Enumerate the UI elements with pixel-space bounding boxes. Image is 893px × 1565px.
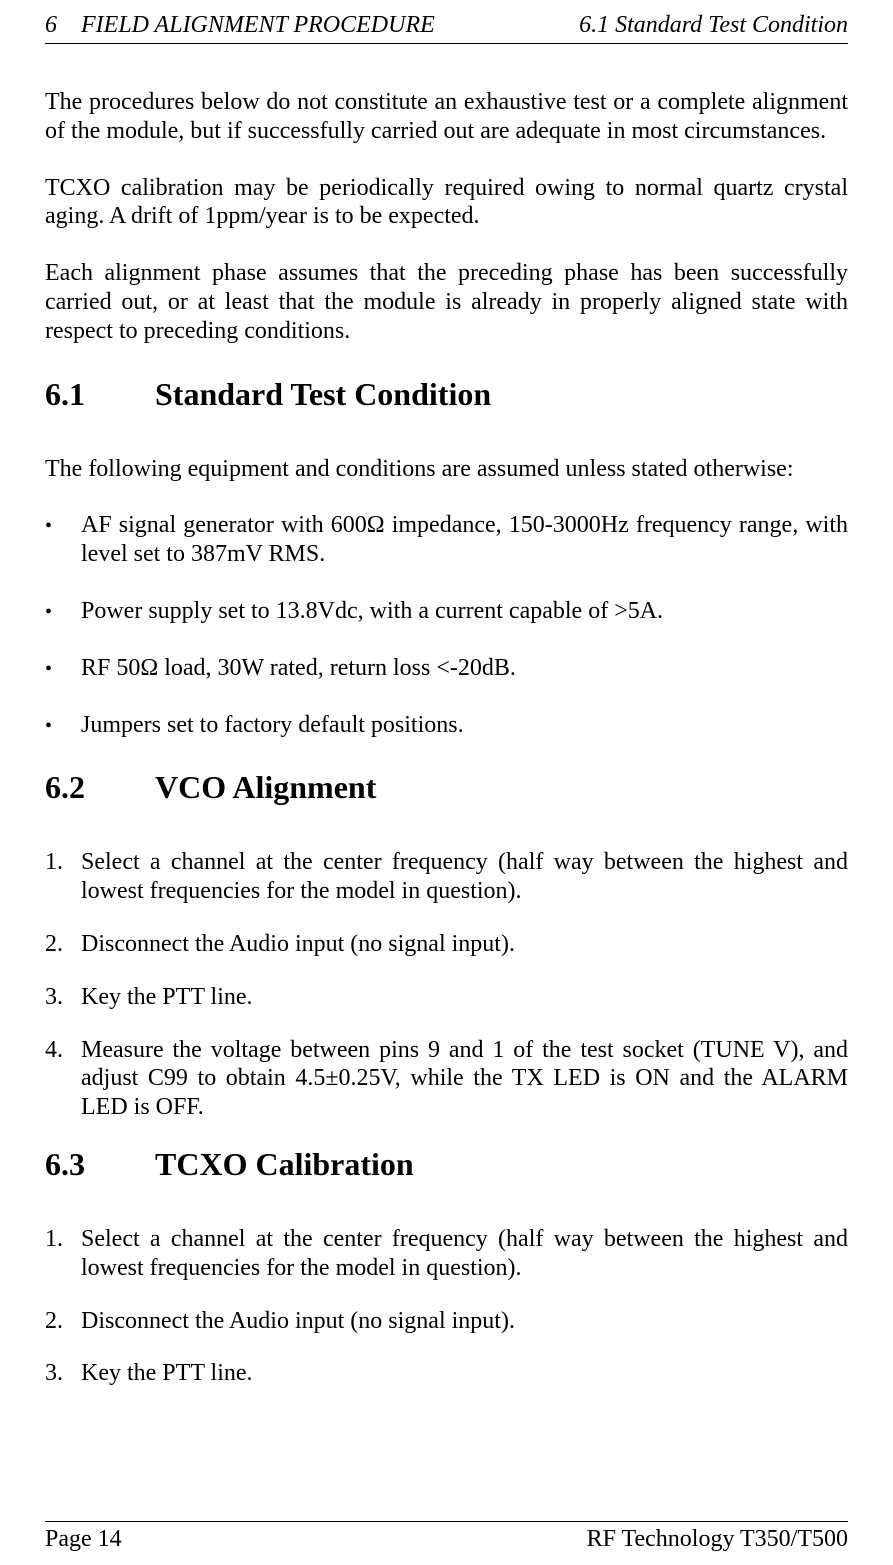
item-text: Key the PTT line. [81,983,848,1012]
section-6-3-title: TCXO Calibration [155,1146,414,1182]
list-item: 4. Measure the voltage between pins 9 an… [45,1036,848,1122]
chapter-number: 6 [45,12,57,38]
list-item: 2. Disconnect the Audio input (no signal… [45,1307,848,1336]
list-item: 2. Disconnect the Audio input (no signal… [45,930,848,959]
intro-paragraph-2: TCXO calibration may be periodically req… [45,174,848,232]
header-right: 6.1 Standard Test Condition [579,12,848,39]
list-item: 1. Select a channel at the center freque… [45,848,848,906]
bullet-text: AF signal generator with 600Ω impedance,… [81,511,848,569]
list-item: • Power supply set to 13.8Vdc, with a cu… [45,597,848,626]
header-left: 6 FIELD ALIGNMENT PROCEDURE [45,12,435,39]
item-number: 4. [45,1036,81,1065]
list-item: 3. Key the PTT line. [45,983,848,1012]
item-number: 3. [45,1359,81,1388]
section-6-1-lead: The following equipment and conditions a… [45,455,848,484]
list-item: 1. Select a channel at the center freque… [45,1225,848,1283]
intro-paragraph-1: The procedures below do not constitute a… [45,88,848,146]
item-number: 1. [45,1225,81,1254]
item-text: Disconnect the Audio input (no signal in… [81,930,848,959]
item-text: Disconnect the Audio input (no signal in… [81,1307,848,1336]
page-header: 6 FIELD ALIGNMENT PROCEDURE 6.1 Standard… [45,0,848,44]
item-text: Measure the voltage between pins 9 and 1… [81,1036,848,1122]
section-6-3-heading: 6.3TCXO Calibration [45,1146,848,1183]
list-item: • Jumpers set to factory default positio… [45,711,848,740]
page-footer: Page 14 RF Technology T350/T500 [45,1521,848,1553]
footer-doc-id: RF Technology T350/T500 [587,1526,848,1553]
item-number: 1. [45,848,81,877]
section-6-3-number: 6.3 [45,1146,155,1183]
bullet-text: Jumpers set to factory default positions… [81,711,848,740]
section-6-2-ordered-list: 1. Select a channel at the center freque… [45,848,848,1122]
section-6-2-number: 6.2 [45,769,155,806]
item-text: Select a channel at the center frequency… [81,1225,848,1283]
section-6-3-ordered-list: 1. Select a channel at the center freque… [45,1225,848,1388]
footer-page-number: Page 14 [45,1526,122,1553]
page-content: The procedures below do not constitute a… [45,44,848,1388]
section-6-1-number: 6.1 [45,376,155,413]
item-number: 2. [45,1307,81,1336]
bullet-icon: • [45,511,81,538]
item-number: 2. [45,930,81,959]
bullet-icon: • [45,597,81,624]
list-item: 3. Key the PTT line. [45,1359,848,1388]
document-page: 6 FIELD ALIGNMENT PROCEDURE 6.1 Standard… [0,0,893,1565]
section-6-1-title: Standard Test Condition [155,376,491,412]
item-text: Key the PTT line. [81,1359,848,1388]
intro-paragraph-3: Each alignment phase assumes that the pr… [45,259,848,345]
list-item: • RF 50Ω load, 30W rated, return loss <-… [45,654,848,683]
bullet-icon: • [45,654,81,681]
bullet-text: Power supply set to 13.8Vdc, with a curr… [81,597,848,626]
bullet-icon: • [45,711,81,738]
section-6-1-bullet-list: • AF signal generator with 600Ω impedanc… [45,511,848,739]
item-number: 3. [45,983,81,1012]
list-item: • AF signal generator with 600Ω impedanc… [45,511,848,569]
item-text: Select a channel at the center frequency… [81,848,848,906]
section-6-1-heading: 6.1Standard Test Condition [45,376,848,413]
section-6-2-title: VCO Alignment [155,769,376,805]
chapter-title: FIELD ALIGNMENT PROCEDURE [81,12,435,38]
section-6-2-heading: 6.2VCO Alignment [45,769,848,806]
bullet-text: RF 50Ω load, 30W rated, return loss <-20… [81,654,848,683]
